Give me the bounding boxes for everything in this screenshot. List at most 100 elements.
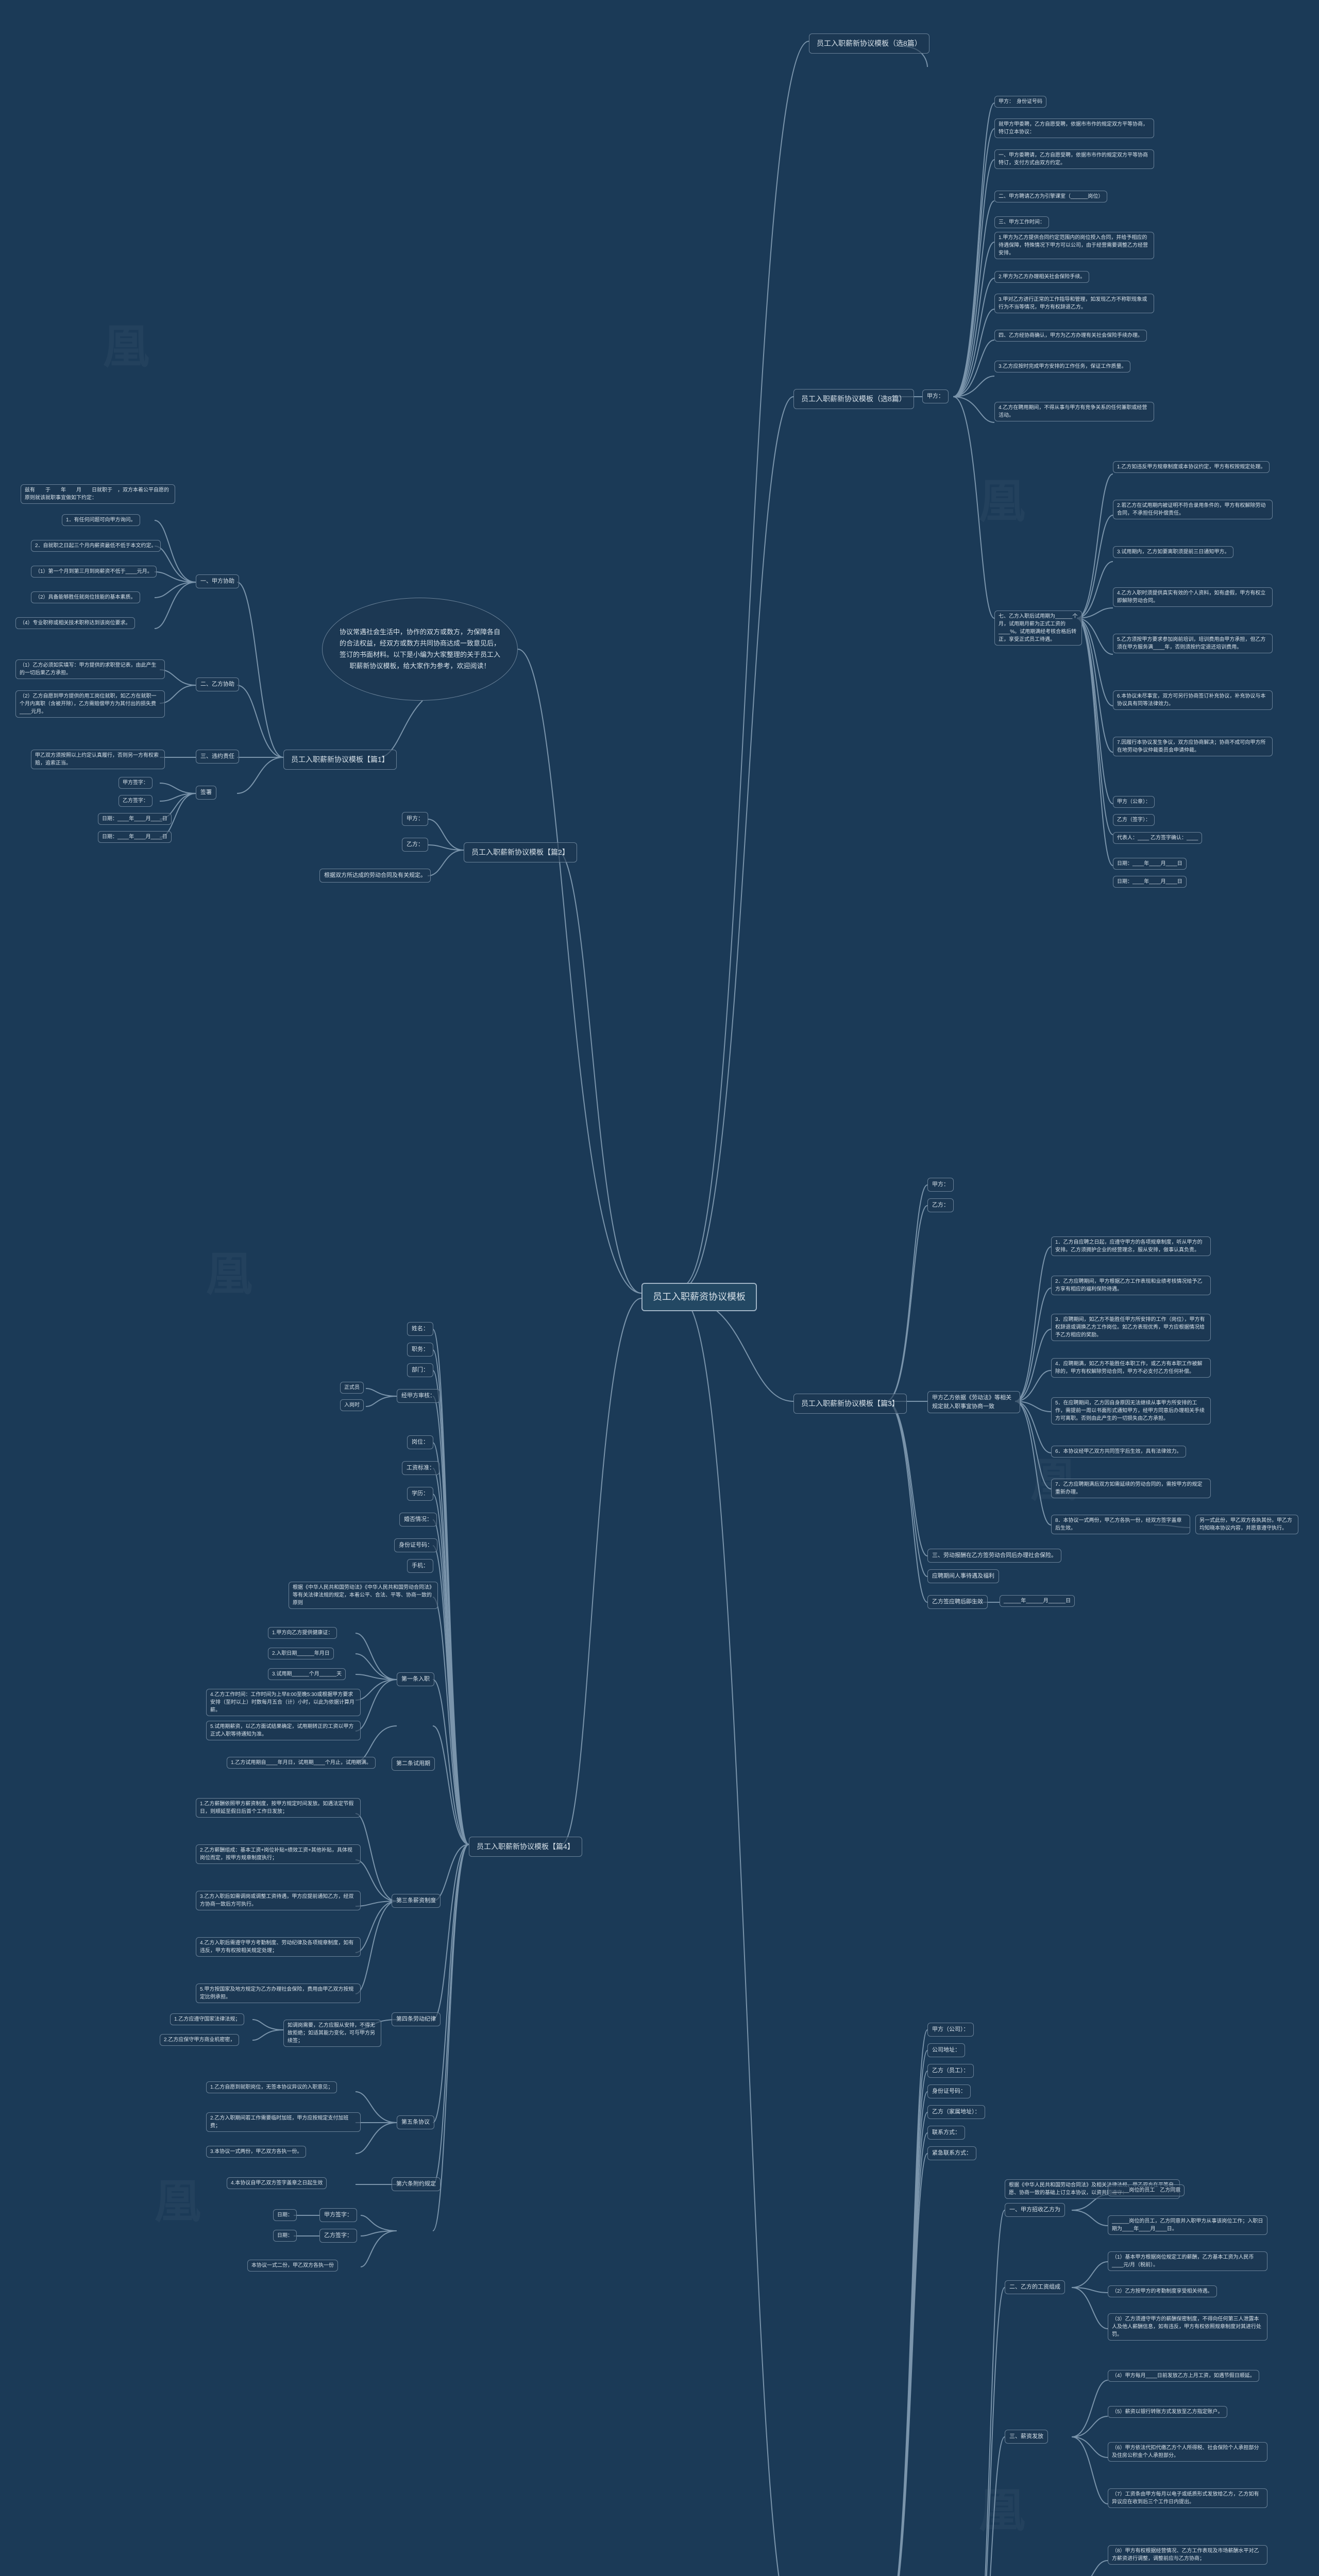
s3-a: 甲方： [927, 1178, 954, 1192]
intro-node: 协议常遇社会生活中，协作的双方或数方，为保障各自的合法权益，经双方或数方共同协商… [322, 598, 518, 701]
s4-i: 身份证号码： [394, 1538, 437, 1552]
s2-c: 根据双方所达成的劳动合同及有关规定。 [319, 869, 431, 883]
s4-t1-3: 4.乙方工作时间：工作时间为上早8:00至晚5:30或根据甲方要求安排（至时以上… [206, 1689, 361, 1716]
s4-t6: 第六条附约规定 [392, 2177, 441, 2191]
section-1: 员工入职薪新协议模板【篇1】 [283, 750, 397, 770]
s4-t3: 第三条薪资制度 [392, 1894, 441, 1908]
s4-t2-t: 1.乙方试用期自____年月日，试用期____个月止，试用期满。 [227, 1757, 376, 1769]
s6-sign4: 日期：____年____月____日 [1113, 876, 1187, 888]
s1-b2-1: （2）乙方自愿到甲方提供的用工岗位就职，如乙方在就职一个月内离职（含被开除），乙… [15, 690, 165, 718]
s3-i3: 4．应聘期满，如乙方不能胜任本职工作，或乙方有本职工作被解除的，甲方有权解除劳动… [1051, 1358, 1211, 1378]
s6-b: 甲方： [922, 389, 949, 403]
s4-t1: 第一条入职 [397, 1672, 434, 1686]
s3-i4: 5．在应聘期间，乙方因自身原因无法继续从事甲方所安排的工作，需提前一周以书面形式… [1051, 1397, 1211, 1425]
s4-h: 婚否情况： [399, 1513, 437, 1527]
s1-sign-1: 乙方签字： [119, 795, 153, 807]
s6-i0: 一、甲方委聘请，乙方自愿受聘，依据市市作的规定双方平等协商特订，支付方式由双方约… [994, 149, 1154, 169]
s3-sign-note: 另一式此份，甲乙双方各执其份。甲乙方均知晓本协议内容，并愿意遵守执行。 [1195, 1515, 1298, 1534]
s1-b1: 一、甲方协助 [196, 574, 239, 588]
s3-b: 乙方： [927, 1198, 954, 1212]
s4-t4-1: 1.乙方应遵守国家法律法规； [170, 2013, 244, 2025]
s6-i6: 四、乙方经协商确认，甲方为乙方办理有关社会保险手续办理。 [994, 330, 1147, 342]
section-4: 员工入职薪新协议模板【篇4】 [469, 1837, 582, 1857]
s1-sign-2: 日期：____年____月____日 [98, 813, 172, 825]
s6-j0: 1.乙方如违反甲方规章制度或本协议约定，甲方有权按规定处理。 [1113, 461, 1270, 473]
watermark: 凰 [206, 1236, 252, 1303]
s4-sign0: 甲方签字： [319, 2208, 357, 2222]
s5-sec1-0a: ______岗位的员工 乙方同意 [1108, 2184, 1185, 2196]
s5-sec2-1: （2）乙方按甲方的考勤制度享受相关待遇。 [1108, 2285, 1217, 2297]
s6-i9: 七、乙方入职后试用期为______个月，试用期月薪为正式工资的____%。试用期… [994, 611, 1082, 646]
s6-i4: 2.甲方为乙方办理相关社会保险手续。 [994, 271, 1089, 283]
s5-f: 联系方式： [927, 2126, 965, 2140]
s4-t4-0: 如调岗需要，乙方应服从安排，不得无故拒绝；如适其能力变化，可与甲方另续签； [283, 2020, 381, 2047]
s5-sec1: 一、甲方招收乙方为 [1005, 2203, 1065, 2217]
s6-j6: 7.因履行本协议发生争议，双方应协商解决；协商不成可向甲方所在地劳动争议仲裁委员… [1113, 737, 1273, 756]
s4-b: 职务： [407, 1343, 433, 1357]
watermark: 凰 [979, 2473, 1025, 2540]
s6-first: 就甲方甲委聘，乙方自愿受聘，依据市市作的规定双方平等协商，特订立本协议： [994, 118, 1154, 138]
s6-j3: 4.乙方入职时须提供真实有效的个人资料，如有虚假，甲方有权立即解除劳动合同。 [1113, 587, 1273, 607]
s6-sign3: 日期：____年____月____日 [1113, 858, 1187, 870]
s5-sec4-0: （8）甲方有权根据经营情况、乙方工作表现及市场薪酬水平对乙方薪资进行调整，调整前… [1108, 2545, 1267, 2565]
s1-b3: 三、违约责任 [196, 750, 239, 764]
s4-t1-0: 1.甲方向乙方提供健康证： [268, 1627, 337, 1639]
s4-t4: 第四条劳动纪律 [392, 2012, 441, 2026]
s5-sec3: 三、薪资发放 [1005, 2430, 1048, 2444]
s6-j5: 6.本协议未尽事宜，双方可另行协商签订补充协议，补充协议与本协议具有同等法律效力… [1113, 690, 1273, 710]
s5-sec2: 二、乙方的工资组成 [1005, 2280, 1065, 2294]
s4-g: 学历： [407, 1487, 433, 1501]
s4-t2: 第二条试用期 [392, 1757, 435, 1771]
s5-sec3-1: （5）薪资以银行转账方式发放至乙方指定账户。 [1108, 2406, 1227, 2418]
s1-b1-1: 2．自就职之日起三个月内薪资最低不低于本文约定。 [31, 540, 161, 552]
s4-t1-1: 2.入职日期______年月日 [268, 1648, 334, 1659]
s1-b1-4: （4）专业职称或相关技术职称达到该岗位要求。 [15, 617, 135, 629]
s4-t3-1: 2.乙方薪酬组成：基本工资+岗位补贴+绩效工资+其他补贴，具体视岗位而定，按甲方… [196, 1844, 361, 1864]
s6-i7: 3.乙方应按时完成甲方安排的工作任务，保证工作质量。 [994, 361, 1130, 372]
s4-t1-4: 5.试用期薪资，以乙方面试结果确定，试用期转正的工资以甲方正式入职等待通知为准。 [206, 1721, 361, 1740]
s5-c: 乙方（员工）： [927, 2064, 974, 2078]
s1-b3-0: 甲乙双方须按照以上约定认真履行，否则另一方有权索赔，追索正当。 [31, 750, 165, 769]
s3-i7: 8．本协议一式两份，甲乙方各执一份，经双方签字盖章后生效。 [1051, 1515, 1190, 1534]
s4-sign3: 日期： [273, 2230, 297, 2242]
watermark: 凰 [103, 309, 149, 376]
s4-j: 手机： [407, 1559, 433, 1573]
s5-d: 身份证号码： [927, 2084, 971, 2098]
s4-t5-0: 1.乙方自愿到就职岗位，无签本协议异议的入职意见； [206, 2081, 337, 2093]
s5-a: 甲方（公司）： [927, 2023, 974, 2037]
s6-i1: 二、甲方聘请乙方为引擎课室（______岗位） [994, 191, 1107, 202]
s4-t3-0: 1.乙方薪酬依照甲方薪资制度，按甲方规定时间发放。如遇法定节假日，则顺延至假日后… [196, 1798, 361, 1818]
s4-t1-2: 3.试用期______个月______天 [268, 1668, 346, 1680]
s4-d1: 正式员 [340, 1382, 364, 1394]
section-2: 员工入职薪新协议模板【篇2】 [464, 842, 577, 862]
s6-sign0: 甲方（公章）： [1113, 796, 1155, 808]
s4-d2: 入岗时 [340, 1399, 364, 1411]
s4-c: 部门： [407, 1363, 433, 1377]
root-node: 员工入职薪资协议模板 [641, 1283, 757, 1311]
s4-t5-1: 2.乙方入职期间若工作需要临时加班，甲方应按规定支付加班费； [206, 2112, 361, 2132]
s6-sign1: 乙方（签字）： [1113, 814, 1155, 826]
s4-sign2: 日期： [273, 2209, 297, 2221]
s1-sign-head: 签署 [196, 786, 216, 800]
s4-sign4: 本协议一式二份，甲乙双方各执一份 [247, 2260, 338, 2272]
s3-i1: 2．乙方应聘期间，甲方根据乙方工作表现和业绩考核情况给予乙方享有相应的福利保险待… [1051, 1276, 1211, 1295]
s6-sign2: 代表人：____ 乙方签字确认：____ [1113, 832, 1202, 844]
s5-sec2-2: （3）乙方须遵守甲方的薪酬保密制度，不得向任何第三人泄露本人及他人薪酬信息，如有… [1108, 2313, 1267, 2341]
s5-g: 紧急联系方式： [927, 2146, 976, 2160]
s4-t5: 第五条协议 [397, 2115, 434, 2129]
s5-sec1-0: ______岗位的员工，乙方同意并入职甲方从事该岗位工作；入职日期为____年_… [1108, 2215, 1267, 2235]
s6-i3: 1.甲方为乙方提供合同约定范围内的岗位授入合同，并给予相应的待遇保障，特殊情况下… [994, 232, 1154, 259]
section-6: 员工入职薪新协议模板（选8篇） [793, 389, 914, 409]
s1-b2-0: （1）乙方必须如实填写：甲方提供的求职登记表，由此产生的一切后果乙方承担。 [15, 659, 165, 679]
s1-ab: 兹有 于 年 月 日就职于 ，双方本着公平自愿的原则就该就职事宜做如下约定： [21, 484, 175, 504]
watermark: 凰 [155, 2164, 201, 2231]
s4-t3-4: 5.甲方按国家及地方规定为乙方办理社会保险，费用由甲乙双方按规定比例承担。 [196, 1984, 361, 2003]
s4-a: 姓名： [407, 1322, 433, 1336]
s6-a: 甲方： 身份证号码 [994, 96, 1046, 108]
section-3: 员工入职薪新协议模板【篇3】 [793, 1394, 907, 1414]
s4-f: 工资标准： [402, 1461, 439, 1475]
s5-sec3-3: （7）工资条由甲方每月以电子或纸质形式发放给乙方，乙方如有异议应在收到后三个工作… [1108, 2488, 1267, 2508]
s4-t3-2: 3.乙方入职后如需调岗或调整工资待遇，甲方应提前通知乙方，经双方协商一致后方可执… [196, 1891, 361, 1910]
s2-b: 乙方： [402, 838, 428, 852]
s2-a: 甲方： [402, 812, 428, 826]
